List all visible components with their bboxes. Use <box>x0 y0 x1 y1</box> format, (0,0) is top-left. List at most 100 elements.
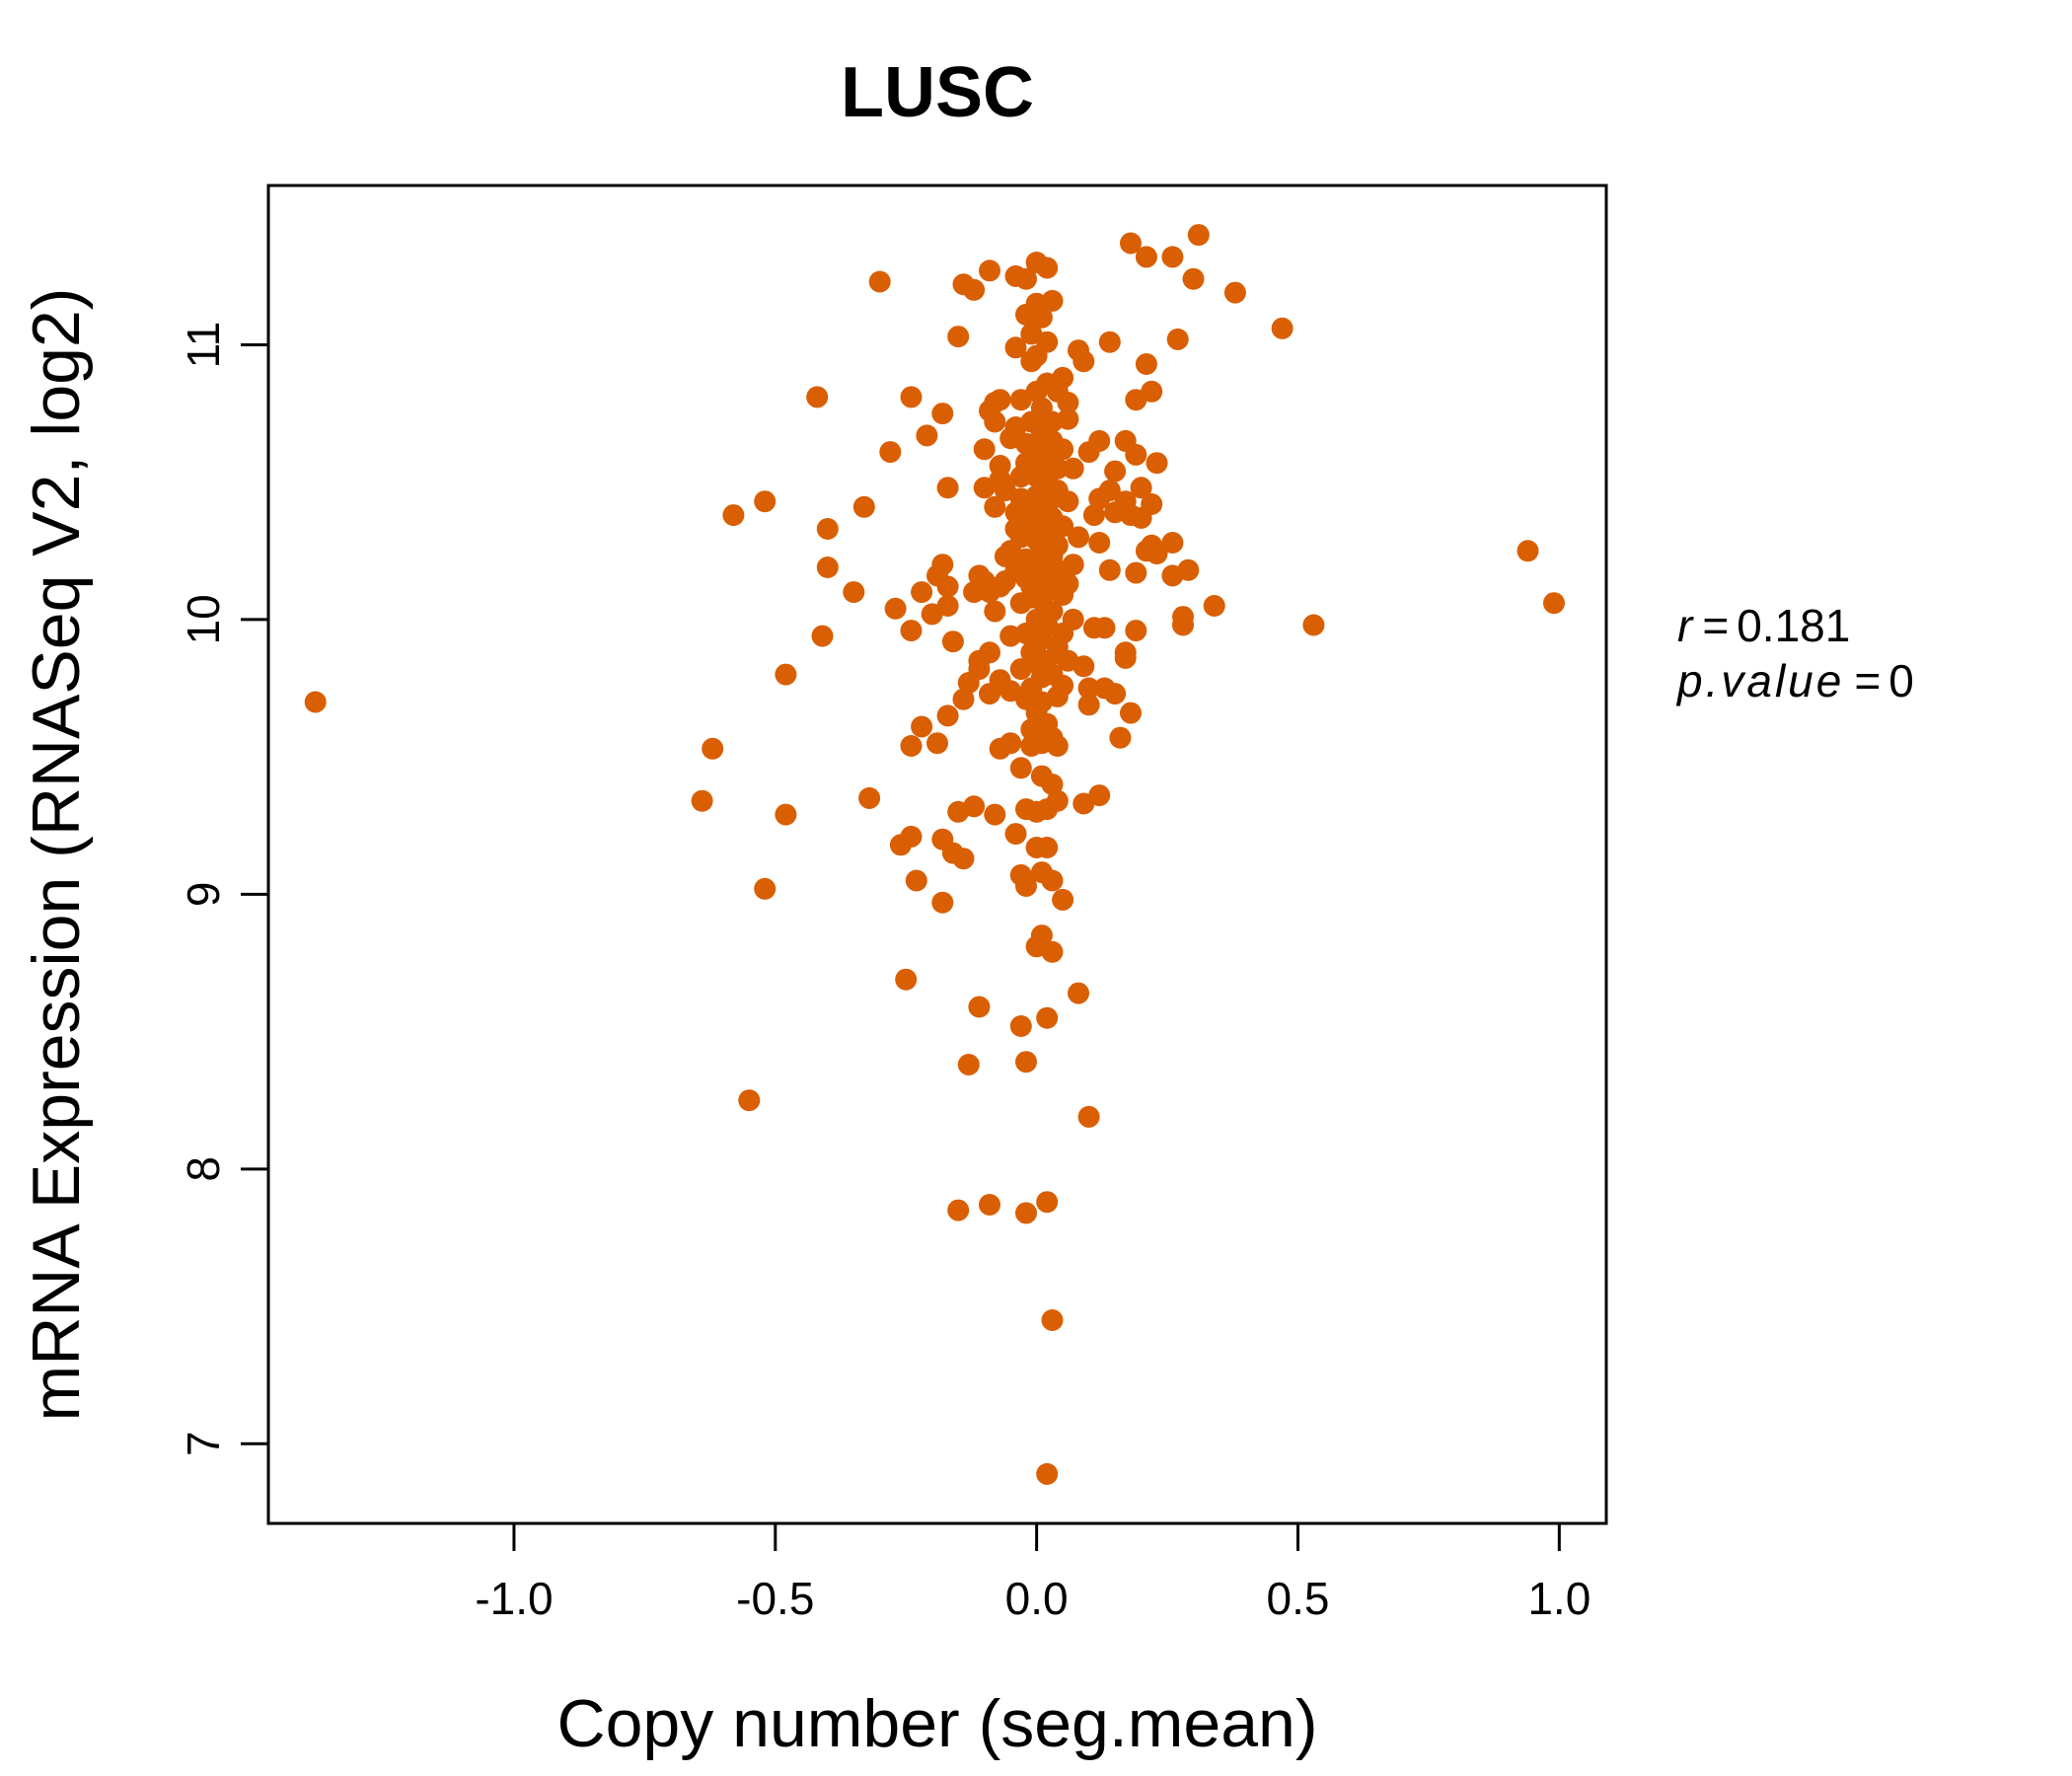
data-point <box>1104 683 1127 705</box>
data-point <box>1057 392 1079 413</box>
data-point <box>916 424 938 447</box>
data-point <box>884 597 907 620</box>
p-value: 0 <box>1888 655 1914 706</box>
data-point <box>1141 380 1163 403</box>
data-point <box>1046 534 1069 556</box>
x-axis-label: Copy number (seg.mean) <box>556 1686 1317 1761</box>
data-point <box>1172 606 1194 629</box>
data-point <box>1062 554 1084 576</box>
data-point <box>1062 457 1084 480</box>
data-point <box>806 386 829 408</box>
data-point <box>1052 674 1074 697</box>
p-annotation: p.value = 0 <box>1675 655 1914 706</box>
data-point <box>1098 480 1121 502</box>
data-point <box>984 410 1006 433</box>
data-point <box>900 386 923 408</box>
data-point <box>816 518 839 540</box>
data-point <box>1104 460 1127 482</box>
data-point <box>1046 735 1069 757</box>
data-point <box>973 438 996 461</box>
data-point <box>1161 532 1184 554</box>
data-point <box>1036 1006 1059 1029</box>
data-point <box>1073 350 1095 373</box>
data-point <box>1166 328 1189 350</box>
data-point <box>702 737 724 760</box>
data-point <box>979 1194 1000 1216</box>
data-point <box>931 403 954 425</box>
p-label: p.value <box>1675 655 1844 706</box>
data-point <box>1114 646 1137 669</box>
data-point <box>1088 784 1111 807</box>
data-point <box>775 803 797 826</box>
data-point <box>1271 317 1294 339</box>
data-point <box>905 869 927 892</box>
data-point <box>1052 366 1074 389</box>
data-point <box>984 495 1006 518</box>
stats-annotation: r = 0.181 p.value = 0 <box>1675 600 1914 706</box>
data-point <box>1057 572 1079 595</box>
data-point <box>1125 620 1147 642</box>
data-point <box>968 996 991 1018</box>
data-point <box>1093 617 1116 639</box>
data-point <box>1177 558 1200 581</box>
data-point <box>1182 267 1205 290</box>
x-tick-label: -1.0 <box>475 1573 553 1624</box>
data-point <box>900 620 923 642</box>
data-point <box>722 504 745 527</box>
data-point <box>947 326 970 348</box>
data-point <box>957 1054 980 1075</box>
data-point <box>1015 267 1037 290</box>
data-point <box>936 477 959 499</box>
data-point <box>947 1199 970 1221</box>
data-point <box>1517 540 1539 562</box>
x-tick-label: -0.5 <box>736 1573 814 1624</box>
data-point <box>926 732 948 755</box>
data-point <box>1130 477 1152 499</box>
data-point <box>775 663 797 686</box>
data-point <box>1009 757 1032 779</box>
r-label: r <box>1677 600 1694 651</box>
data-point <box>1030 306 1053 329</box>
data-point <box>754 877 777 900</box>
r-annotation: r = 0.181 <box>1677 600 1850 651</box>
data-point <box>1046 789 1069 812</box>
x-tick-label: 1.0 <box>1527 1573 1591 1624</box>
data-point <box>1068 982 1089 1004</box>
data-point <box>1004 823 1027 846</box>
data-point <box>931 891 954 914</box>
data-point <box>1302 614 1325 636</box>
data-point <box>738 1089 761 1112</box>
data-point <box>936 595 959 617</box>
y-tick-label: 10 <box>178 594 229 644</box>
data-point <box>1036 1191 1059 1214</box>
data-point <box>1036 331 1059 353</box>
data-point <box>1052 438 1074 461</box>
data-point <box>1052 888 1074 911</box>
data-point <box>1077 1105 1100 1128</box>
data-point <box>754 490 777 513</box>
data-point <box>1135 353 1157 375</box>
data-point <box>852 495 875 518</box>
chart-title: LUSC <box>841 53 1034 132</box>
y-axis-label: mRNA Expression (RNASeq V2, log2) <box>19 288 94 1422</box>
data-point <box>979 259 1000 282</box>
data-point <box>858 786 881 809</box>
data-point <box>1161 246 1184 268</box>
data-point <box>1062 608 1084 630</box>
data-point <box>1046 457 1069 480</box>
data-point <box>1041 774 1064 795</box>
data-point <box>1015 875 1037 897</box>
data-point <box>1057 490 1079 513</box>
data-point <box>1082 504 1105 527</box>
data-point <box>941 630 964 653</box>
data-point <box>1223 281 1246 304</box>
data-point <box>895 968 918 991</box>
data-point <box>963 795 986 818</box>
y-tick-label: 11 <box>178 322 229 369</box>
data-point <box>1120 232 1142 255</box>
data-point <box>1088 532 1111 554</box>
data-point <box>811 625 834 647</box>
data-point <box>911 715 933 738</box>
data-point <box>1077 677 1100 700</box>
